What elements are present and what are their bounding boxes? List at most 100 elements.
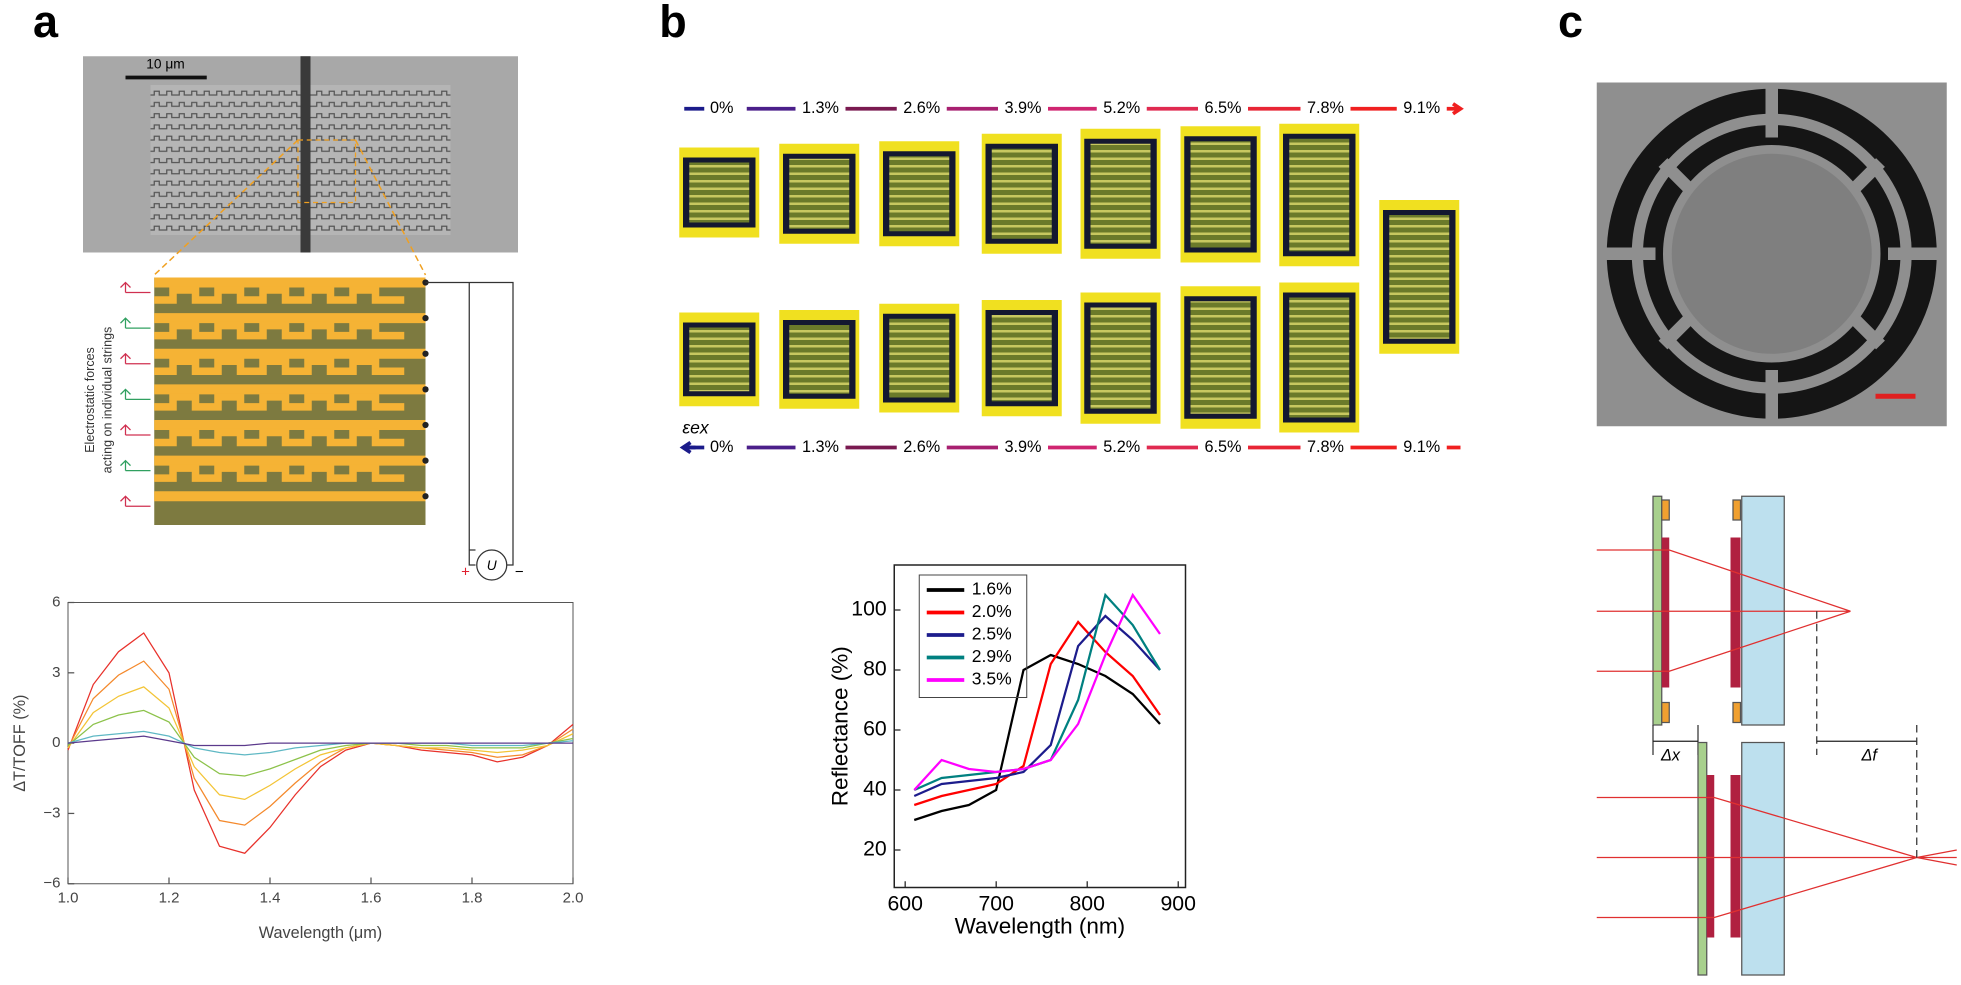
force-arrow: [120, 424, 151, 436]
y-axis-label: ΔT/TOFF (%): [11, 695, 29, 792]
force-arrow: [120, 495, 151, 507]
force-arrow: [120, 281, 151, 294]
x-tick-label: 600: [887, 892, 922, 916]
node: [422, 315, 429, 322]
strain-label: 2.6%: [903, 99, 940, 117]
series-line: [913, 592, 1161, 792]
strain-grating: [889, 156, 950, 232]
string: [154, 420, 426, 430]
x-axis-label: Wavelength (nm): [955, 913, 1125, 938]
string-schematic: U + − Electrostatic forces acting on ind…: [83, 277, 524, 581]
legend-label: 1.6%: [972, 579, 1012, 599]
y-tick-label: 60: [863, 717, 887, 741]
x-tick-label: 1.2: [159, 890, 180, 907]
strain-grating: [1190, 141, 1251, 248]
lens-image: [1596, 82, 1947, 427]
string: [154, 491, 426, 502]
strain-label: 3.9%: [1004, 438, 1041, 456]
y-axis-label: Reflectance (%): [828, 646, 853, 806]
strain-label: 7.8%: [1307, 99, 1344, 117]
x-tick-label: 700: [978, 892, 1013, 916]
x-tick-label: 900: [1160, 892, 1195, 916]
panel-label: b: [659, 0, 687, 47]
series-line: [67, 709, 574, 777]
source-label: U: [487, 558, 497, 573]
optics-diagram: Δx Δf: [1596, 495, 1957, 976]
strain-label: 1.3%: [802, 99, 839, 117]
strain-grating: [1289, 138, 1350, 252]
scale-bar-label: 10 μm: [146, 57, 184, 72]
series-line: [67, 632, 574, 854]
series-line: [913, 653, 1161, 822]
x-axis-label: Wavelength (μm): [259, 924, 382, 942]
y-tick-label: 40: [863, 777, 887, 801]
x-tick-label: 1.4: [260, 890, 281, 907]
series-line: [67, 686, 574, 801]
y-tick-label: −6: [43, 875, 60, 892]
series-line: [67, 735, 573, 747]
strain-label: 5.2%: [1103, 438, 1140, 456]
chart: 1.0 1.2 1.4 1.6 1.8 2.0 −6 −3 0 3 6 Wavelength (μm)…: [11, 593, 584, 942]
strain-grating: [1389, 215, 1450, 339]
node: [422, 350, 429, 357]
strain-grating: [1090, 143, 1151, 244]
strain-grating: [1090, 307, 1151, 409]
sem-image: 10 μm: [83, 56, 518, 276]
strain-label: 5.2%: [1103, 99, 1140, 117]
strain-label: 1.3%: [802, 438, 839, 456]
meander: [154, 321, 405, 340]
strain-grating: [991, 315, 1052, 402]
strain-grating: [789, 325, 850, 394]
strain-grating: [1190, 301, 1251, 414]
series-line: [913, 592, 1161, 791]
strain-grating: [689, 162, 750, 223]
shift-label: Δx: [1660, 747, 1681, 765]
legend-label: 2.0%: [972, 601, 1012, 621]
panel-label: a: [33, 0, 59, 47]
polarity: +: [461, 563, 470, 580]
node: [422, 457, 429, 464]
y-tick-label: 0: [52, 734, 60, 751]
strain-grating: [789, 158, 850, 229]
y-tick-label: 100: [851, 597, 886, 621]
strain-label: 7.8%: [1307, 438, 1344, 456]
strain-arrow: [1446, 102, 1464, 116]
strain-label: 0%: [710, 99, 733, 117]
node: [422, 386, 429, 393]
strain-label: 9.1%: [1403, 438, 1440, 456]
strain-grating: [889, 318, 950, 398]
strain-label: 0%: [710, 438, 733, 456]
x-tick-label: 800: [1069, 892, 1104, 916]
strain-label: 9.1%: [1403, 99, 1440, 117]
x-tick-label: 1.0: [58, 890, 79, 907]
x-tick-label: 1.8: [462, 890, 483, 907]
force-arrow: [120, 317, 151, 329]
legend-label: 2.9%: [972, 646, 1012, 666]
focus-label: Δf: [1861, 747, 1879, 765]
legend-label: 2.5%: [972, 624, 1012, 644]
strain-arrow: [679, 440, 696, 455]
series-line: [913, 620, 1161, 807]
string: [154, 277, 426, 288]
y-tick-label: 3: [52, 664, 60, 681]
plot-frame: [893, 564, 1187, 889]
node: [422, 493, 429, 500]
x-tick-label: 1.6: [361, 890, 382, 907]
legend-label: 3.5%: [972, 669, 1012, 689]
chart: 600 700 800 900 20 40 60 80 100 Wavelength (nm) Re…: [828, 564, 1196, 938]
meander: [154, 286, 405, 304]
series-line: [913, 614, 1161, 798]
node: [422, 421, 429, 429]
panel-label: c: [1558, 0, 1583, 47]
strain-label: 2.6%: [903, 438, 940, 456]
meander: [154, 464, 405, 482]
y-tick-label: 20: [863, 837, 887, 861]
legend-frame: [918, 574, 1028, 698]
force-arrow: [120, 352, 151, 365]
string: [154, 455, 426, 466]
x-tick-label: 2.0: [563, 890, 584, 907]
strain-grating: [1289, 297, 1350, 418]
strain-symbol: εex: [682, 417, 709, 437]
force-arrow: [120, 459, 151, 472]
